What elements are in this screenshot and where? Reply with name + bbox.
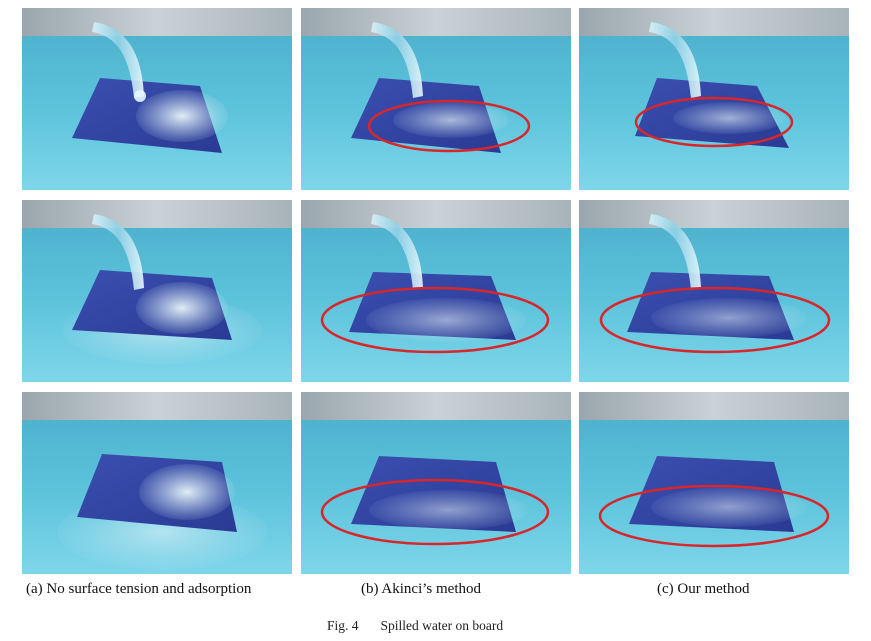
figure-title: Spilled water on board <box>380 618 504 633</box>
panel-c-frame-2 <box>579 200 849 382</box>
panel-a-frame-2 <box>22 200 292 382</box>
panel-b-frame-3 <box>301 392 571 574</box>
figure-grid <box>22 8 852 574</box>
panel-b-frame-2 <box>301 200 571 382</box>
caption-column-c: (c) Our method <box>657 581 750 597</box>
figure-caption: Fig. 4 Spilled water on board <box>327 618 503 634</box>
panel-b-frame-1 <box>301 8 571 190</box>
highlight-ellipse <box>367 99 531 153</box>
highlight-ellipse <box>634 96 794 148</box>
highlight-ellipse <box>320 478 550 546</box>
figure-label: Fig. 4 <box>327 618 359 633</box>
panel-c-frame-3 <box>579 392 849 574</box>
panel-a-frame-1 <box>22 8 292 190</box>
caption-column-b: (b) Akinci’s method <box>361 581 481 597</box>
highlight-ellipse <box>599 286 831 354</box>
panel-c-frame-1 <box>579 8 849 190</box>
highlight-ellipse <box>598 484 830 548</box>
panel-a-frame-3 <box>22 392 292 574</box>
caption-column-a: (a) No surface tension and adsorption <box>26 581 252 597</box>
highlight-ellipse <box>320 286 550 354</box>
